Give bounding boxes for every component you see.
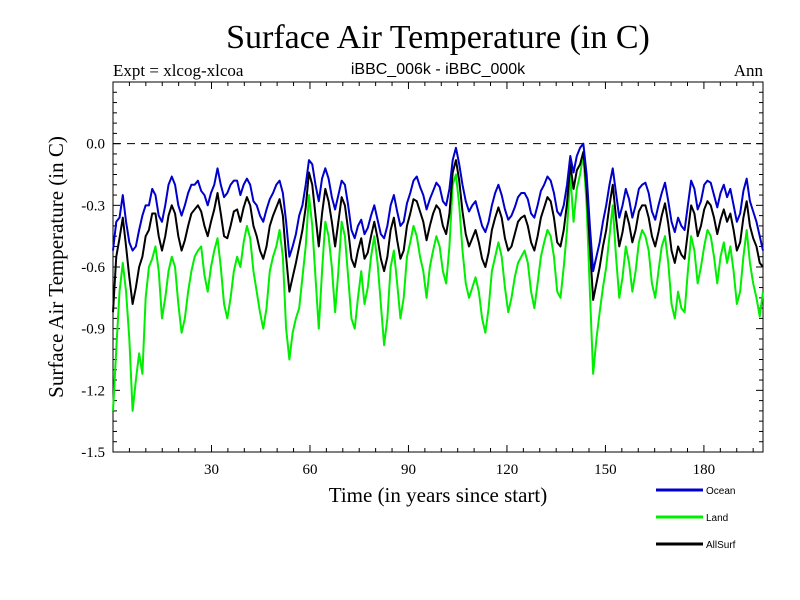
series-line-land	[112, 152, 764, 412]
y-tick-label: -0.3	[81, 198, 105, 214]
x-tick-label: 90	[401, 462, 416, 478]
y-tick-label: -0.6	[81, 260, 105, 276]
series-line-allsurf	[112, 150, 764, 313]
y-tick-label: -0.9	[81, 322, 105, 338]
x-tick-label: 60	[302, 462, 317, 478]
season-label: Ann	[734, 61, 764, 80]
legend-label-allsurf: AllSurf	[706, 540, 736, 551]
run-comparison-label: iBBC_006k - iBBC_000k	[351, 61, 526, 78]
y-tick-label: -1.2	[81, 383, 105, 399]
x-tick-label: 30	[204, 462, 219, 478]
x-tick-label: 150	[594, 462, 617, 478]
chart-title: Surface Air Temperature (in C)	[226, 19, 650, 56]
x-tick-label: 180	[693, 462, 716, 478]
x-axis-label: Time (in years since start)	[329, 483, 548, 507]
experiment-label: Expt = xlcog-xlcoa	[113, 61, 244, 80]
legend: Ocean Land AllSurf	[656, 486, 736, 551]
y-axis-label: Surface Air Temperature (in C)	[44, 136, 68, 398]
plot-area: -1.5 -1.2 -0.9 -0.6 -0.3 0.0 30 60 90 120 150 180	[81, 81, 764, 478]
series-line-ocean	[112, 142, 764, 273]
y-tick-label: 0.0	[86, 137, 105, 153]
legend-label-ocean: Ocean	[706, 486, 735, 497]
legend-label-land: Land	[706, 513, 728, 524]
y-tick-label: -1.5	[81, 445, 105, 461]
x-tick-label: 120	[496, 462, 519, 478]
